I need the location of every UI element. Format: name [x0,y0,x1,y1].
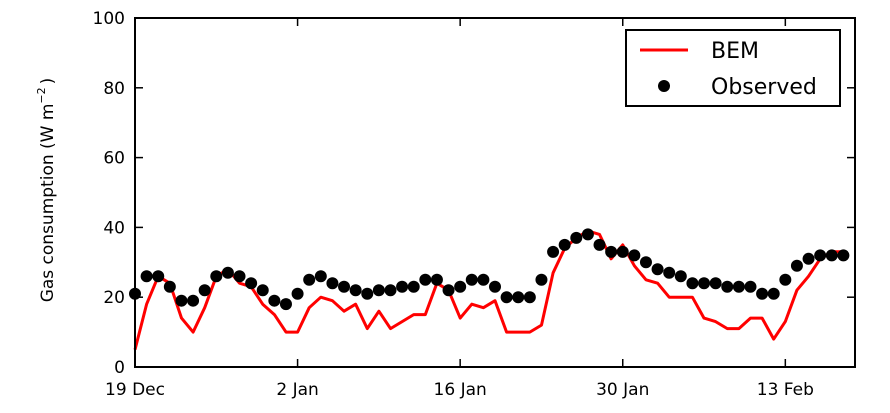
y-tick-label: 40 [103,218,125,238]
observed-point [512,291,525,304]
observed-point [454,280,467,293]
observed-point [767,287,780,300]
bem-series-line [133,229,844,350]
legend-label-bem: BEM [711,39,759,64]
observed-point [651,263,664,276]
observed-point [814,249,827,262]
y-tick-label: 80 [103,79,125,99]
observed-point [187,294,200,307]
observed-point [419,273,432,286]
observed-point [523,291,536,304]
observed-point [616,245,629,258]
observed-point [732,280,745,293]
observed-point [361,287,374,300]
observed-point [500,291,513,304]
observed-point [442,284,455,297]
observed-point [709,277,722,290]
observed-point [558,238,571,251]
observed-point [396,280,409,293]
observed-point [152,270,165,283]
observed-point [802,252,815,265]
y-axis-label: Gas consumption (W m−2) [35,78,58,303]
observed-point [245,277,258,290]
plot-area [129,228,850,350]
observed-point [570,231,583,244]
observed-point [430,273,443,286]
observed-point [221,266,234,279]
axes: 0 20 40 60 80 100 19 Dec 2 Jan 16 Jan 30 Jan 13 Fe… [93,9,855,400]
observed-point [779,273,792,286]
observed-point [349,284,362,297]
legend-label-observed: Observed [711,75,817,100]
y-tick-label: 100 [93,9,125,29]
observed-point [210,270,223,283]
observed-point [489,280,501,293]
observed-point [372,284,385,297]
observed-point [198,284,211,297]
observed-point [674,270,687,283]
x-tick-label: 30 Jan [596,380,649,400]
observed-point [314,270,327,283]
observed-point [233,270,246,283]
observed-point [338,280,351,293]
legend: BEM Observed [625,29,841,107]
observed-point [465,273,478,286]
observed-point [605,245,618,258]
observed-point [535,273,548,286]
observed-point [628,249,641,262]
y-tick-label: 60 [103,149,125,169]
legend-box [625,29,841,107]
observed-point [384,284,397,297]
observed-point [756,287,769,300]
x-tick-label: 16 Jan [434,380,487,400]
observed-point [279,298,292,311]
observed-point [663,266,676,279]
observed-point [581,228,594,241]
observed-point [639,256,652,269]
observed-point [744,280,757,293]
legend-dot-marker [658,80,670,92]
observed-point [477,273,490,286]
x-tick-label: 19 Dec [105,380,165,400]
observed-point [593,238,606,251]
observed-point [721,280,734,293]
x-tick-label: 2 Jan [276,380,318,400]
observed-point [698,277,711,290]
observed-point [825,249,838,262]
observed-point [407,280,420,293]
observed-point [163,280,176,293]
observed-point [175,294,188,307]
plot-frame [134,17,856,368]
x-tick-label: 13 Feb [757,380,814,400]
observed-point [291,287,304,300]
observed-point [256,284,269,297]
observed-point [326,277,339,290]
y-tick-label: 20 [103,288,125,308]
observed-point [837,249,850,262]
y-tick-label: 0 [114,358,125,378]
observed-point [140,270,153,283]
observed-point [268,294,281,307]
observed-point [303,273,316,286]
observed-point [790,259,803,272]
observed-point [686,277,699,290]
observed-point [547,245,560,258]
